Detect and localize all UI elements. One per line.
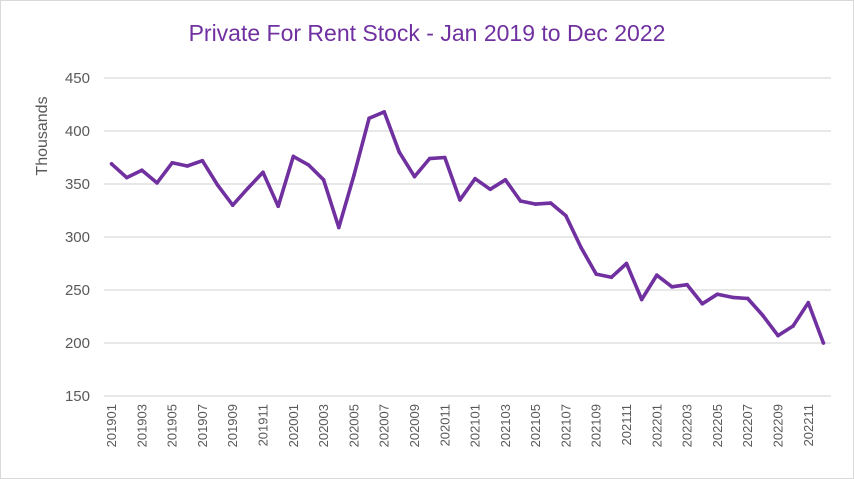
x-tick-label: 202001	[286, 404, 301, 447]
y-axis-label: Thousands	[34, 96, 51, 175]
data-point	[336, 225, 341, 230]
data-point	[503, 177, 508, 182]
x-tick-label: 201909	[225, 404, 240, 447]
data-point	[261, 170, 265, 175]
y-tick-label: 300	[65, 229, 90, 246]
x-tick-label: 202107	[558, 404, 573, 447]
chart-title: Private For Rent Stock - Jan 2019 to Dec…	[188, 20, 666, 46]
x-tick-label: 201905	[165, 404, 180, 447]
data-point	[140, 168, 144, 173]
x-tick-label: 202109	[589, 404, 604, 447]
x-tick-label: 202101	[468, 404, 483, 447]
data-point	[745, 296, 750, 301]
y-tick-label: 200	[65, 335, 90, 352]
data-point	[367, 116, 371, 121]
x-tick-label: 202011	[437, 404, 452, 446]
data-point	[155, 181, 159, 185]
x-tick-label: 201911	[256, 404, 271, 446]
data-point	[761, 313, 765, 318]
y-tick-label: 450	[65, 70, 90, 87]
x-tick-label: 201907	[195, 404, 210, 447]
x-axis-ticks: 201901 201903 201905 201907 201909 201911 2020…	[104, 404, 816, 447]
data-point	[488, 187, 493, 192]
data-point	[579, 245, 583, 250]
data-point	[427, 156, 432, 161]
y-tick-label: 350	[65, 176, 90, 193]
y-tick-label: 150	[65, 388, 90, 405]
data-point	[685, 282, 689, 287]
data-point	[594, 272, 599, 276]
y-tick-label: 250	[65, 282, 90, 299]
y-tick-label: 400	[65, 123, 90, 140]
data-point	[473, 176, 477, 181]
data-point	[246, 186, 250, 191]
data-point	[200, 158, 205, 163]
x-tick-label: 201903	[134, 404, 149, 447]
x-tick-label: 202003	[316, 404, 331, 447]
data-point	[124, 175, 129, 180]
data-point	[670, 285, 674, 289]
data-point	[518, 199, 523, 203]
data-point	[655, 273, 659, 277]
data-point	[549, 201, 553, 205]
data-point	[412, 174, 417, 179]
data-point	[700, 301, 705, 306]
x-tick-label: 202209	[770, 404, 785, 447]
data-point	[276, 204, 280, 209]
data-point	[382, 110, 386, 114]
data-point	[291, 154, 296, 159]
data-point	[215, 183, 220, 187]
data-point	[624, 261, 629, 266]
x-tick-label: 202105	[528, 404, 543, 447]
x-tick-label: 202205	[710, 404, 725, 447]
x-tick-label: 202005	[346, 404, 361, 447]
data-point	[170, 161, 174, 165]
data-point	[791, 324, 795, 328]
x-tick-label: 202201	[649, 404, 664, 447]
data-point	[397, 150, 402, 154]
data-point	[564, 214, 568, 218]
data-point	[230, 203, 235, 207]
data-point	[321, 177, 326, 182]
y-axis-ticks: 150 200 250 300 350 400 450	[65, 70, 90, 405]
x-tick-label: 202211	[801, 404, 816, 446]
x-tick-label: 202203	[680, 404, 695, 447]
series-line	[109, 110, 826, 345]
data-point	[352, 173, 356, 178]
series-layer	[109, 110, 826, 345]
data-point	[730, 295, 735, 300]
data-point	[306, 163, 311, 167]
x-tick-label: 202103	[498, 404, 513, 447]
data-point	[776, 333, 780, 338]
x-tick-label: 202207	[740, 404, 755, 447]
data-point	[458, 198, 462, 202]
x-tick-label: 202009	[407, 404, 422, 447]
gridlines	[104, 77, 831, 397]
x-tick-label: 202007	[377, 404, 392, 447]
data-point	[609, 275, 614, 280]
data-point	[185, 164, 190, 168]
data-point	[109, 162, 114, 166]
data-point	[533, 202, 538, 206]
data-point	[715, 292, 720, 297]
data-point	[639, 297, 644, 302]
data-point	[806, 300, 811, 305]
x-tick-label: 201901	[104, 404, 119, 447]
data-point	[821, 341, 826, 345]
data-point	[442, 155, 447, 160]
x-tick-label: 202111	[619, 404, 634, 445]
